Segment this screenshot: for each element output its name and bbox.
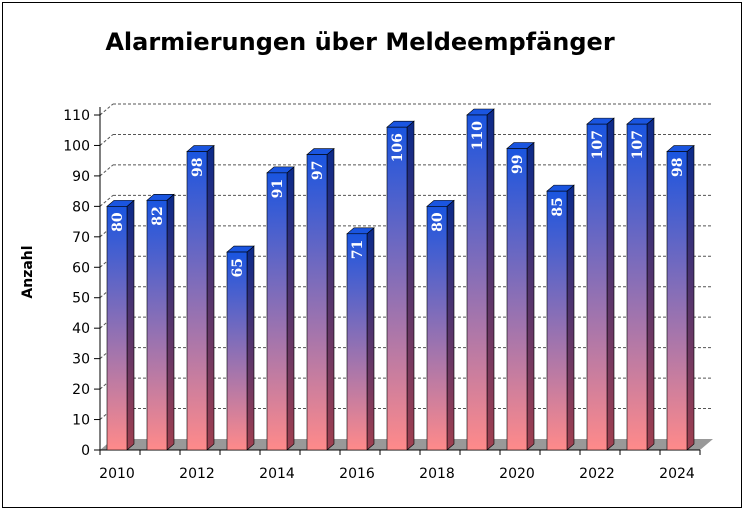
bar — [226, 245, 255, 451]
bar-value-label: 107 — [630, 130, 646, 159]
bar — [106, 199, 135, 451]
bar-side — [486, 108, 495, 451]
bar-side — [526, 141, 535, 451]
bar-front — [546, 190, 568, 451]
x-tick-label: 2020 — [499, 466, 535, 482]
gridline-diagonal — [99, 316, 114, 329]
bar-value-label: 80 — [430, 212, 446, 232]
x-tick-label: 2010 — [99, 466, 135, 482]
bar-front — [346, 233, 368, 451]
bar — [466, 108, 495, 451]
bar — [186, 144, 215, 451]
bar-value-label: 71 — [350, 240, 366, 259]
bar-side — [166, 193, 175, 451]
bar-value-label: 97 — [310, 161, 326, 180]
bar-front — [146, 199, 168, 451]
bar-side — [286, 166, 295, 451]
bar-front — [106, 206, 128, 451]
bar-value-label: 106 — [390, 133, 406, 162]
x-tick-label: 2022 — [579, 466, 615, 482]
x-tick-label: 2014 — [259, 466, 295, 482]
y-tick-label: 100 — [63, 138, 90, 154]
bar — [506, 141, 535, 451]
y-tick-label: 20 — [72, 382, 90, 398]
gridline-diagonal — [99, 225, 114, 238]
bar-value-label: 99 — [510, 155, 526, 174]
y-tick-label: 80 — [72, 199, 90, 215]
bar-front — [226, 251, 248, 451]
bar-side — [606, 117, 615, 451]
bar-value-label: 98 — [190, 158, 206, 177]
bar — [546, 184, 575, 451]
bar — [666, 144, 695, 451]
bar-front — [666, 151, 688, 451]
y-tick-label: 30 — [72, 352, 90, 368]
bar-value-label: 82 — [150, 206, 166, 225]
x-tick-label: 2016 — [339, 466, 375, 482]
bar-side — [126, 199, 135, 451]
bar — [626, 117, 655, 451]
bar — [426, 199, 455, 451]
bar-value-label: 107 — [590, 130, 606, 159]
y-tick-label: 110 — [63, 108, 90, 124]
y-tick-label: 40 — [72, 321, 90, 337]
bar-side — [566, 184, 575, 451]
bar-side — [366, 227, 375, 451]
gridline-diagonal — [99, 134, 114, 146]
bar — [386, 120, 415, 451]
bar-side — [686, 144, 695, 451]
bar-front — [466, 114, 488, 451]
bar-side — [406, 120, 415, 451]
gridline-diagonal — [99, 194, 114, 207]
bar-value-label: 98 — [670, 158, 686, 177]
gridline-diagonal — [99, 103, 114, 116]
bar-side — [326, 147, 335, 451]
bar-front — [626, 123, 648, 451]
bar — [586, 117, 615, 451]
bar-front — [586, 123, 608, 451]
gridline-diagonal — [99, 377, 114, 390]
gridline-diagonal — [99, 164, 114, 177]
bar-front — [426, 206, 448, 451]
bar-front — [306, 154, 328, 451]
y-tick-label: 0 — [81, 443, 90, 459]
bar — [346, 227, 375, 451]
y-tick-label: 90 — [72, 169, 90, 185]
gridline-diagonal — [99, 255, 114, 268]
bar-side — [646, 117, 655, 451]
bar-front — [506, 148, 528, 451]
bar-value-label: 85 — [550, 197, 566, 216]
chart-title: Alarmierungen über Meldeempfänger — [105, 28, 615, 56]
bar-side — [206, 144, 215, 451]
y-tick-label: 70 — [72, 230, 90, 246]
bar-value-label: 91 — [270, 179, 286, 198]
bar-value-label: 110 — [470, 121, 486, 150]
y-tick-label: 60 — [72, 260, 90, 276]
bar-value-label: 80 — [110, 212, 126, 232]
x-tick-label: 2024 — [659, 466, 695, 482]
gridline-diagonal — [99, 408, 114, 420]
x-tick-label: 2018 — [419, 466, 455, 482]
bar — [266, 166, 295, 451]
bar — [146, 193, 175, 451]
gridline-diagonal — [99, 347, 114, 360]
bar-front — [186, 151, 208, 451]
y-tick-label: 50 — [72, 291, 90, 307]
bar-value-label: 65 — [230, 258, 246, 277]
bar-front — [386, 126, 408, 451]
y-tick-label: 10 — [72, 413, 90, 429]
bar — [306, 147, 335, 451]
bar-front — [266, 172, 288, 451]
gridline-diagonal — [99, 286, 114, 299]
x-tick-label: 2012 — [179, 466, 215, 482]
bar-side — [246, 245, 255, 451]
bar-side — [446, 199, 455, 451]
